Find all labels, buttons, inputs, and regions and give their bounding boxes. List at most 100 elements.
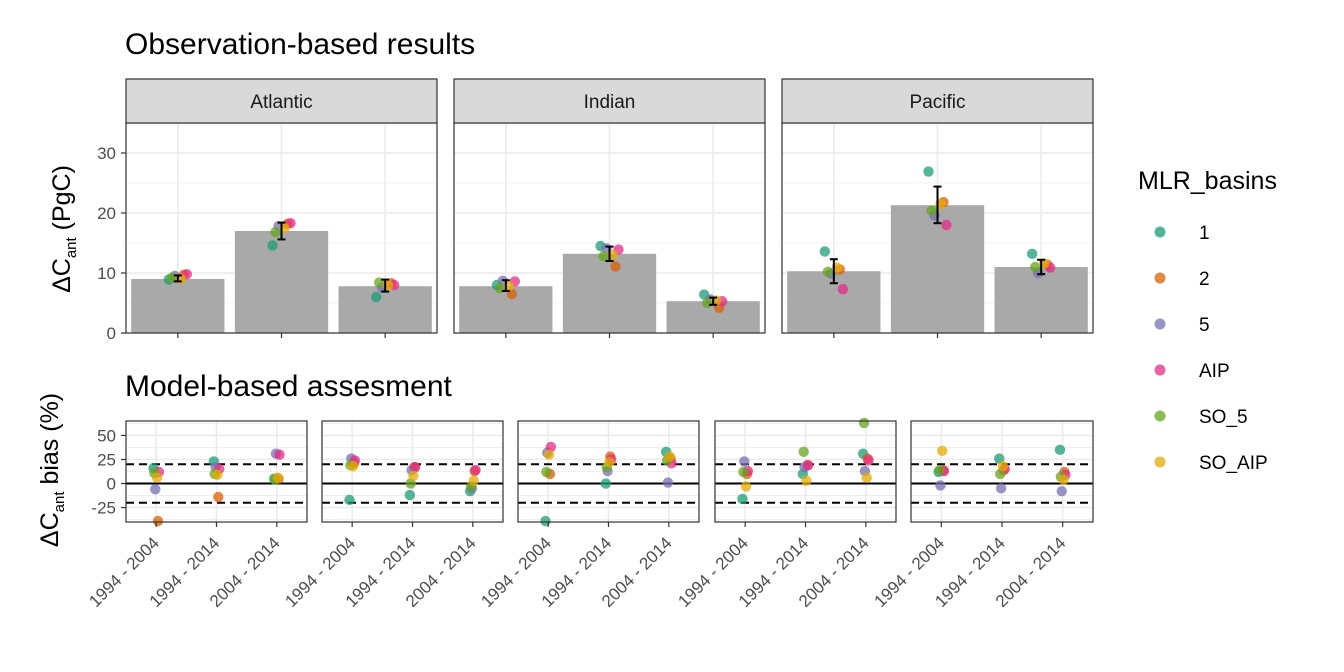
data-point-SO_AIP (151, 472, 163, 483)
data-point-SO_5 (701, 297, 713, 309)
y-tick-label: 10 (97, 264, 116, 283)
legend-label: AIP (1199, 361, 1230, 382)
bottom-y-axis-label: ΔCant bias (%) (36, 393, 68, 547)
legend-swatch (1154, 272, 1166, 284)
data-point-AIP (941, 219, 952, 231)
top-y-axis-label: ΔCant (PgC) (48, 165, 80, 293)
data-point-1 (1026, 248, 1038, 259)
data-point-SO_5 (270, 227, 281, 238)
observation-panels: Atlantic Indian Pacific 0 10 20 30 (97, 78, 1094, 343)
data-point-SO_AIP (861, 472, 872, 483)
legend-label: 5 (1199, 315, 1210, 336)
data-point-AIP (837, 284, 849, 295)
facet-strip (125, 78, 438, 124)
top-chart-title: Observation-based results (125, 28, 475, 61)
data-point-SO_5 (598, 251, 609, 262)
bar (338, 286, 432, 333)
y-tick-label: 0 (107, 475, 116, 494)
y-tick-label: 25 (97, 450, 116, 469)
facet-strip-label: Atlantic (250, 92, 312, 113)
legend-label: 2 (1199, 269, 1210, 290)
data-point-1 (923, 166, 934, 177)
y-tick-label: 50 (97, 426, 116, 445)
bar (994, 267, 1088, 333)
panel-indian: Indian (453, 78, 766, 338)
data-point-1 (1054, 444, 1066, 456)
data-point-5 (662, 477, 674, 488)
legend-label: 1 (1199, 223, 1210, 244)
y-tick-label: 20 (97, 204, 116, 223)
bar (131, 279, 225, 333)
legend-label: SO_AIP (1199, 453, 1268, 474)
data-point-SO_5 (1029, 261, 1041, 273)
legend: MLR_basins 1 2 5 AIP SO_5 SO_AIP (1138, 167, 1277, 474)
data-point-AIP (803, 460, 814, 471)
legend-item: SO_5 (1154, 407, 1248, 428)
legend-item: 5 (1154, 315, 1210, 336)
bottom-chart-title: Model-based assesment (125, 370, 453, 403)
bar (459, 286, 553, 333)
data-point-5 (995, 483, 1007, 494)
data-point-5 (935, 480, 946, 491)
data-point-SO_AIP (347, 461, 359, 472)
bar (666, 301, 760, 333)
data-point-5 (1056, 486, 1067, 497)
bar (234, 231, 329, 333)
data-point-SO_5 (541, 466, 552, 478)
data-point-SO_AIP (272, 472, 283, 483)
facet-strip (453, 78, 766, 124)
y-tick-label: -25 (91, 499, 116, 518)
facet-strip-label: Pacific (910, 92, 966, 113)
data-point-1 (737, 493, 748, 505)
data-point-1 (267, 240, 278, 251)
data-point-SO_5 (822, 266, 834, 277)
panel-atlantic: Atlantic (125, 78, 438, 338)
data-point-SO_AIP (1058, 474, 1069, 485)
legend-item: 1 (1154, 223, 1210, 244)
legend-item: SO_AIP (1154, 453, 1268, 474)
data-point-SO_AIP (212, 469, 223, 481)
panel-pacific: Pacific (781, 78, 1094, 338)
data-point-SO_5 (934, 464, 945, 476)
data-point-AIP (470, 464, 481, 476)
data-point-AIP (274, 449, 285, 460)
legend-label: SO_5 (1199, 407, 1248, 428)
legend-swatch (1154, 318, 1166, 330)
data-point-1 (819, 246, 831, 257)
data-point-SO_AIP (664, 451, 675, 462)
data-point-SO_5 (858, 417, 870, 429)
data-point-AIP (410, 461, 421, 473)
data-point-SO_5 (926, 205, 937, 216)
data-point-1 (404, 489, 415, 501)
data-point-2 (213, 491, 224, 503)
data-point-SO_AIP (801, 475, 812, 486)
data-point-SO_AIP (408, 470, 419, 482)
data-point-SO_AIP (997, 461, 1009, 472)
bar (562, 253, 657, 333)
data-point-5 (150, 484, 161, 495)
legend-swatch (1154, 364, 1166, 376)
data-point-1 (600, 478, 611, 489)
data-point-1 (344, 494, 355, 506)
legend-swatch (1154, 410, 1166, 422)
data-point-SO_5 (738, 466, 749, 478)
legend-title: MLR_basins (1138, 167, 1277, 195)
data-point-SO_AIP (468, 475, 479, 486)
data-point-2 (152, 515, 164, 527)
data-point-SO_AIP (937, 445, 948, 457)
legend-swatch (1154, 456, 1166, 468)
data-point-SO_AIP (740, 481, 752, 492)
legend-swatch (1154, 226, 1166, 238)
data-point-1 (370, 291, 382, 303)
legend-item: 2 (1154, 269, 1210, 290)
y-tick-label: 30 (97, 144, 116, 163)
data-point-AIP (863, 455, 874, 466)
data-point-SO_5 (798, 446, 809, 457)
data-point-5 (739, 456, 750, 467)
